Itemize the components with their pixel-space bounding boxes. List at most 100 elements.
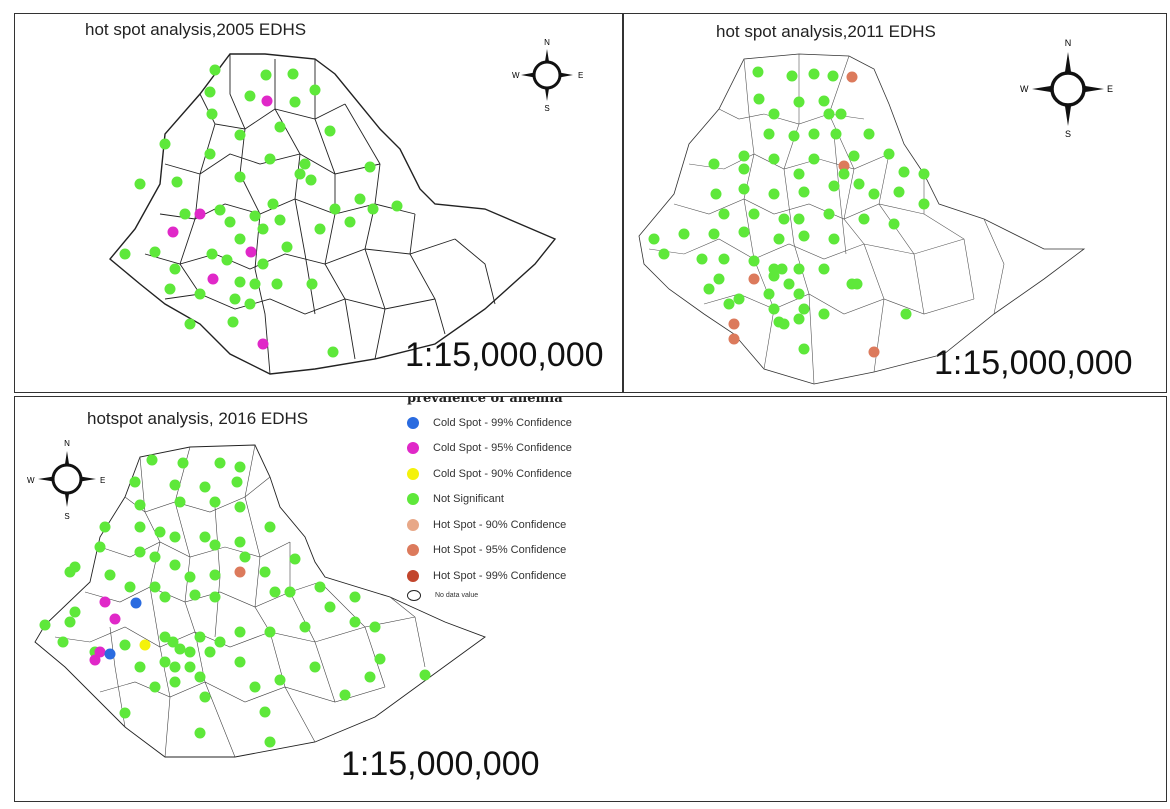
cluster-points [39, 454, 431, 748]
cluster-point-not-significant [658, 248, 670, 260]
cluster-point-not-significant [229, 293, 241, 305]
cluster-point-not-significant [169, 661, 181, 673]
cluster-point-not-significant [169, 559, 181, 571]
cluster-point-not-significant [214, 636, 226, 648]
cluster-point-not-significant [64, 616, 76, 628]
cluster-point-not-significant [260, 69, 272, 81]
legend-symbol [407, 518, 419, 531]
cluster-point-not-significant [329, 203, 341, 215]
cluster-point-not-significant [224, 216, 236, 228]
cluster-point-not-significant [264, 736, 276, 748]
cluster-point-hot-95 [234, 566, 246, 578]
cluster-point-cold-95 [99, 596, 111, 608]
cluster-point-not-significant [249, 681, 261, 693]
legend-symbol [407, 442, 419, 455]
cluster-point-not-significant [828, 233, 840, 245]
cluster-point-not-significant [149, 681, 161, 693]
cluster-point-not-significant [823, 208, 835, 220]
cluster-point-not-significant [167, 636, 179, 648]
cluster-point-not-significant [259, 706, 271, 718]
cluster-point-hot-95 [748, 273, 760, 285]
cluster-point-not-significant [159, 631, 171, 643]
cluster-point-not-significant [851, 278, 863, 290]
cluster-point-not-significant [818, 263, 830, 275]
cluster-point-not-significant [918, 198, 930, 210]
cluster-point-not-significant [249, 210, 261, 222]
map-scale: 1:15,000,000 [405, 336, 604, 374]
compass-w: W [27, 476, 35, 485]
cluster-point-not-significant [708, 158, 720, 170]
cluster-point-not-significant [708, 228, 720, 240]
cluster-point-not-significant [227, 316, 239, 328]
legend-item: Hot Spot - 99% Confidence [407, 563, 667, 589]
cluster-point-not-significant [104, 569, 116, 581]
cluster-point-not-significant [798, 303, 810, 315]
cluster-point-not-significant [184, 318, 196, 330]
cluster-point-not-significant [281, 241, 293, 253]
compass-s: S [544, 104, 549, 112]
cluster-point-not-significant [367, 203, 379, 215]
cluster-point-not-significant [898, 166, 910, 178]
cluster-point-not-significant [752, 66, 764, 78]
cluster-point-not-significant [184, 661, 196, 673]
cluster-point-not-significant [171, 176, 183, 188]
cluster-point-not-significant [149, 551, 161, 563]
legend-items: Cold Spot - 99% Confidence Cold Spot - 95… [407, 410, 667, 589]
cluster-point-not-significant [768, 303, 780, 315]
cluster-point-not-significant [214, 457, 226, 469]
cluster-point-not-significant [733, 293, 745, 305]
cluster-point-not-significant [209, 539, 221, 551]
cluster-point-not-significant [194, 288, 206, 300]
cluster-point-not-significant [918, 168, 930, 180]
cluster-point-not-significant [209, 569, 221, 581]
cluster-point-not-significant [419, 669, 431, 681]
cluster-point-not-significant [159, 138, 171, 150]
compass-w: W [1020, 84, 1029, 94]
cluster-point-not-significant [354, 193, 366, 205]
legend-label: Cold Spot - 99% Confidence [433, 416, 572, 429]
cluster-point-not-significant [177, 457, 189, 469]
cluster-point-not-significant [808, 128, 820, 140]
cluster-point-not-significant [149, 581, 161, 593]
cluster-point-not-significant [294, 168, 306, 180]
cluster-point-not-significant [369, 621, 381, 633]
cluster-point-not-significant [264, 521, 276, 533]
cluster-point-not-significant [284, 586, 296, 598]
cluster-point-not-significant [39, 619, 51, 631]
cluster-point-not-significant [309, 661, 321, 673]
cluster-point-not-significant [134, 499, 146, 511]
map-legend: prevalence of anemia Cold Spot - 99% Con… [407, 397, 667, 603]
cluster-point-not-significant [134, 178, 146, 190]
cluster-point-not-significant [249, 278, 261, 290]
cluster-point-not-significant [324, 601, 336, 613]
compass-n: N [64, 439, 70, 448]
cluster-point-not-significant [184, 646, 196, 658]
cluster-point-not-significant [119, 248, 131, 260]
cluster-point-not-significant [713, 273, 725, 285]
cluster-point-not-significant [753, 93, 765, 105]
cluster-point-not-significant [209, 64, 221, 76]
legend-item: Cold Spot - 95% Confidence [407, 436, 667, 462]
cluster-point-not-significant [209, 591, 221, 603]
cluster-point-not-significant [888, 218, 900, 230]
cluster-point-not-significant [783, 278, 795, 290]
cluster-point-cold-95 [167, 226, 179, 238]
north-arrow-icon: N S W E [507, 36, 587, 117]
cluster-point-cold-99 [104, 648, 116, 660]
cluster-point-not-significant [231, 476, 243, 488]
cluster-point-not-significant [786, 70, 798, 82]
cluster-point-not-significant [773, 233, 785, 245]
cluster-point-not-significant [798, 343, 810, 355]
cluster-point-not-significant [299, 158, 311, 170]
map-panel-2011: hot spot analysis,2011 EDHS N S W E 1:15… [623, 13, 1167, 393]
cluster-point-not-significant [305, 174, 317, 186]
cluster-point-not-significant [324, 125, 336, 137]
cluster-point-not-significant [718, 253, 730, 265]
cluster-point-not-significant [828, 180, 840, 192]
cluster-point-not-significant [221, 254, 233, 266]
cluster-point-not-significant [763, 128, 775, 140]
cluster-point-not-significant [823, 108, 835, 120]
cluster-point-not-significant [287, 68, 299, 80]
legend-label: Not Significant [433, 493, 504, 506]
cluster-point-cold-95 [257, 338, 269, 350]
